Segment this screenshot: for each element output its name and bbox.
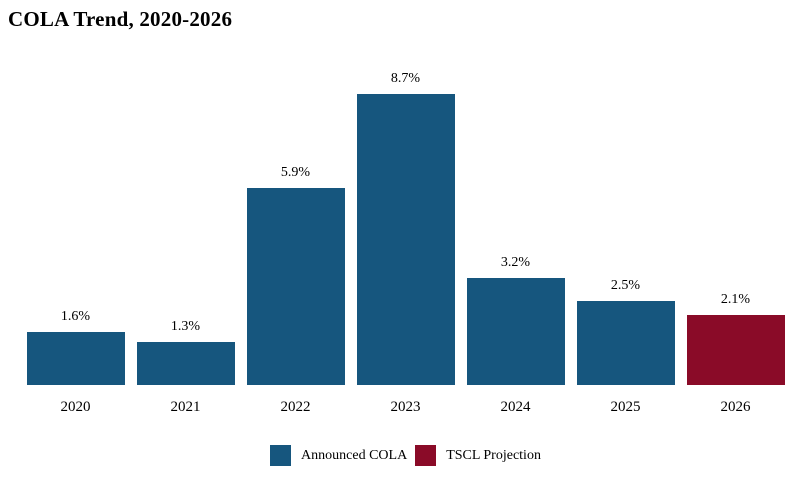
legend-item: TSCL Projection <box>415 445 541 466</box>
x-axis-tick-label: 2020 <box>60 399 91 415</box>
bar-plot-area: 1.6% 2020 1.3% 2021 5.9% 2022 8.7% 2023 … <box>0 32 811 417</box>
bar-value-label: 2.1% <box>720 292 751 307</box>
bar-group: 1.3% 2021 <box>131 32 241 417</box>
bar-group: 2.5% 2025 <box>571 32 681 417</box>
bar-value-label: 1.6% <box>60 309 91 324</box>
bar-2022 <box>246 188 345 385</box>
bar-2026 <box>686 315 785 385</box>
x-axis-tick-label: 2025 <box>610 399 641 415</box>
bar-2021 <box>136 342 235 385</box>
bar-value-label: 2.5% <box>610 278 641 293</box>
bar-2024 <box>466 278 565 385</box>
bar-2020 <box>26 332 125 385</box>
legend-swatch <box>270 445 292 466</box>
bar-group: 2.1% 2026 <box>681 32 791 417</box>
legend-item: Announced COLA <box>270 445 407 466</box>
legend-label: Announced COLA <box>301 448 408 463</box>
x-axis-tick-label: 2023 <box>390 399 421 415</box>
bar-group: 3.2% 2024 <box>461 32 571 417</box>
x-axis-tick-label: 2022 <box>280 399 311 415</box>
bar-group: 8.7% 2023 <box>351 32 461 417</box>
bar-value-label: 5.9% <box>280 165 311 180</box>
x-axis-tick-label: 2024 <box>500 399 531 415</box>
bar-value-label: 1.3% <box>170 319 201 334</box>
legend-swatch <box>415 445 437 466</box>
bar-group: 1.6% 2020 <box>21 32 131 417</box>
x-axis-tick-label: 2026 <box>720 399 751 415</box>
chart-title: COLA Trend, 2020-2026 <box>8 7 233 31</box>
bar-2023 <box>356 94 455 385</box>
x-axis-tick-label: 2021 <box>170 399 201 415</box>
bar-value-label: 3.2% <box>500 255 531 270</box>
bar-2025 <box>576 301 675 385</box>
bar-group: 5.9% 2022 <box>241 32 351 417</box>
chart-legend: Announced COLA TSCL Projection <box>0 445 811 466</box>
bar-value-label: 8.7% <box>390 71 421 86</box>
legend-label: TSCL Projection <box>446 448 541 463</box>
